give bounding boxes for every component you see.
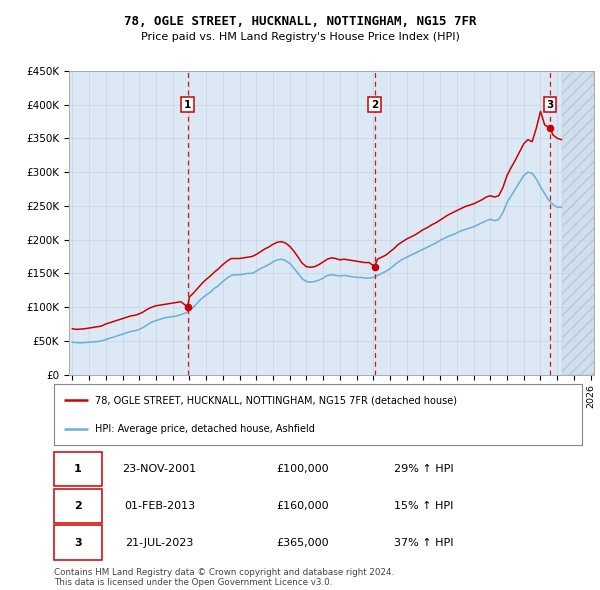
Text: This data is licensed under the Open Government Licence v3.0.: This data is licensed under the Open Gov… bbox=[54, 578, 332, 587]
Text: 15% ↑ HPI: 15% ↑ HPI bbox=[394, 501, 453, 511]
Text: 29% ↑ HPI: 29% ↑ HPI bbox=[394, 464, 454, 474]
FancyBboxPatch shape bbox=[54, 526, 101, 560]
Text: 78, OGLE STREET, HUCKNALL, NOTTINGHAM, NG15 7FR (detached house): 78, OGLE STREET, HUCKNALL, NOTTINGHAM, N… bbox=[95, 395, 457, 405]
Text: 01-FEB-2013: 01-FEB-2013 bbox=[124, 501, 195, 511]
Text: 2: 2 bbox=[371, 100, 379, 110]
Text: 1: 1 bbox=[184, 100, 191, 110]
Text: £100,000: £100,000 bbox=[276, 464, 328, 474]
Text: Price paid vs. HM Land Registry's House Price Index (HPI): Price paid vs. HM Land Registry's House … bbox=[140, 32, 460, 42]
Text: HPI: Average price, detached house, Ashfield: HPI: Average price, detached house, Ashf… bbox=[95, 424, 315, 434]
Text: £160,000: £160,000 bbox=[276, 501, 328, 511]
Text: 78, OGLE STREET, HUCKNALL, NOTTINGHAM, NG15 7FR: 78, OGLE STREET, HUCKNALL, NOTTINGHAM, N… bbox=[124, 15, 476, 28]
Text: 37% ↑ HPI: 37% ↑ HPI bbox=[394, 537, 454, 548]
Text: £365,000: £365,000 bbox=[276, 537, 328, 548]
Text: 3: 3 bbox=[546, 100, 553, 110]
FancyBboxPatch shape bbox=[54, 489, 101, 523]
Text: 2: 2 bbox=[74, 501, 82, 511]
Bar bbox=[562, 71, 594, 375]
Text: 21-JUL-2023: 21-JUL-2023 bbox=[125, 537, 194, 548]
Text: 23-NOV-2001: 23-NOV-2001 bbox=[122, 464, 197, 474]
Text: 1: 1 bbox=[74, 464, 82, 474]
Text: 3: 3 bbox=[74, 537, 82, 548]
Text: Contains HM Land Registry data © Crown copyright and database right 2024.: Contains HM Land Registry data © Crown c… bbox=[54, 568, 394, 576]
FancyBboxPatch shape bbox=[54, 452, 101, 486]
